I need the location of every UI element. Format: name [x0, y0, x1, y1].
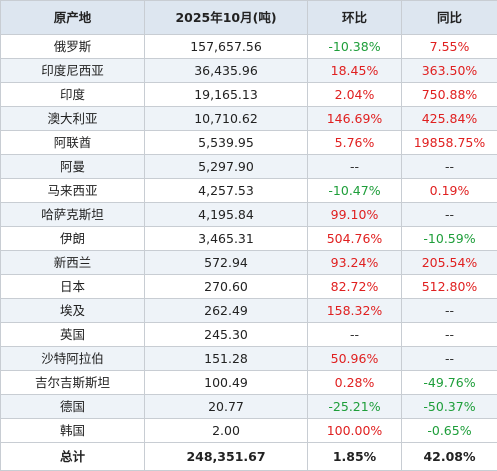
origin-cell: 英国 [1, 323, 145, 347]
yoy-cell: -- [402, 155, 497, 179]
yoy-cell: -0.65% [402, 419, 497, 443]
mom-cell: 2.04% [308, 83, 402, 107]
origin-cell: 俄罗斯 [1, 35, 145, 59]
yoy-cell: 363.50% [402, 59, 497, 83]
mom-cell: 504.76% [308, 227, 402, 251]
mom-cell: 146.69% [308, 107, 402, 131]
mom-cell: 0.28% [308, 371, 402, 395]
quantity-cell: 157,657.56 [145, 35, 308, 59]
mom-cell: -- [308, 323, 402, 347]
mom-cell: -- [308, 155, 402, 179]
origin-cell: 吉尔吉斯斯坦 [1, 371, 145, 395]
total-label: 总计 [1, 443, 145, 471]
yoy-cell: -- [402, 347, 497, 371]
mom-cell: 93.24% [308, 251, 402, 275]
quantity-cell: 4,195.84 [145, 203, 308, 227]
header-quantity: 2025年10月(吨) [145, 1, 308, 35]
origin-cell: 德国 [1, 395, 145, 419]
quantity-cell: 245.30 [145, 323, 308, 347]
yoy-cell: 19858.75% [402, 131, 497, 155]
mom-cell: 82.72% [308, 275, 402, 299]
quantity-cell: 19,165.13 [145, 83, 308, 107]
quantity-cell: 4,257.53 [145, 179, 308, 203]
mom-cell: 99.10% [308, 203, 402, 227]
origin-cell: 哈萨克斯坦 [1, 203, 145, 227]
yoy-cell: -- [402, 323, 497, 347]
mom-cell: 18.45% [308, 59, 402, 83]
mom-cell: 50.96% [308, 347, 402, 371]
mom-cell: 100.00% [308, 419, 402, 443]
header-yoy: 同比 [402, 1, 497, 35]
origin-cell: 马来西亚 [1, 179, 145, 203]
origin-cell: 印度尼西亚 [1, 59, 145, 83]
mom-cell: -10.47% [308, 179, 402, 203]
total-quantity: 248,351.67 [145, 443, 308, 471]
origin-cell: 澳大利亚 [1, 107, 145, 131]
quantity-cell: 262.49 [145, 299, 308, 323]
total-mom: 1.85% [308, 443, 402, 471]
quantity-cell: 151.28 [145, 347, 308, 371]
yoy-cell: 512.80% [402, 275, 497, 299]
quantity-cell: 10,710.62 [145, 107, 308, 131]
header-mom: 环比 [308, 1, 402, 35]
mom-cell: 5.76% [308, 131, 402, 155]
yoy-cell: 750.88% [402, 83, 497, 107]
origin-cell: 埃及 [1, 299, 145, 323]
table-header: 原产地 2025年10月(吨) 环比 同比 [1, 1, 497, 35]
yoy-cell: 205.54% [402, 251, 497, 275]
quantity-cell: 572.94 [145, 251, 308, 275]
yoy-cell: -49.76% [402, 371, 497, 395]
quantity-cell: 5,539.95 [145, 131, 308, 155]
origin-cell: 阿曼 [1, 155, 145, 179]
origin-cell: 沙特阿拉伯 [1, 347, 145, 371]
mom-cell: -10.38% [308, 35, 402, 59]
quantity-cell: 20.77 [145, 395, 308, 419]
quantity-cell: 5,297.90 [145, 155, 308, 179]
origin-cell: 伊朗 [1, 227, 145, 251]
total-yoy: 42.08% [402, 443, 497, 471]
yoy-cell: 425.84% [402, 107, 497, 131]
quantity-cell: 270.60 [145, 275, 308, 299]
origin-cell: 阿联酋 [1, 131, 145, 155]
yoy-cell: -- [402, 299, 497, 323]
quantity-cell: 36,435.96 [145, 59, 308, 83]
origin-cell: 日本 [1, 275, 145, 299]
mom-cell: -25.21% [308, 395, 402, 419]
yoy-cell: -10.59% [402, 227, 497, 251]
quantity-cell: 100.49 [145, 371, 308, 395]
quantity-cell: 3,465.31 [145, 227, 308, 251]
quantity-cell: 2.00 [145, 419, 308, 443]
mom-cell: 158.32% [308, 299, 402, 323]
yoy-cell: 0.19% [402, 179, 497, 203]
yoy-cell: 7.55% [402, 35, 497, 59]
yoy-cell: -50.37% [402, 395, 497, 419]
yoy-cell: -- [402, 203, 497, 227]
total-row: 总计 248,351.67 1.85% 42.08% [1, 443, 497, 471]
header-row: 原产地 2025年10月(吨) 环比 同比 [1, 1, 497, 35]
table-footer: 总计 248,351.67 1.85% 42.08% [1, 443, 497, 471]
header-origin: 原产地 [1, 1, 145, 35]
origin-cell: 新西兰 [1, 251, 145, 275]
origin-cell: 印度 [1, 83, 145, 107]
origin-cell: 韩国 [1, 419, 145, 443]
